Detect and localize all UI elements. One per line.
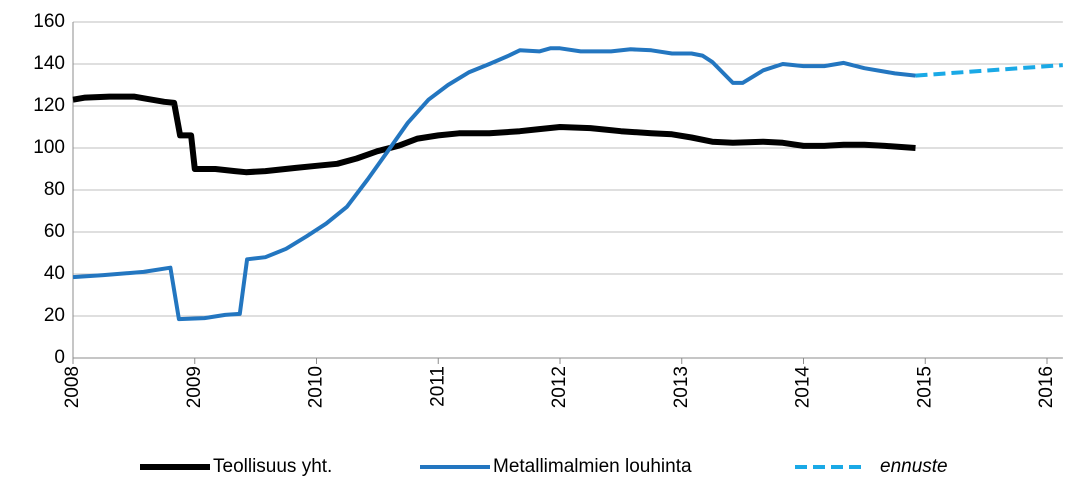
series-line bbox=[72, 46, 916, 322]
legend-label: Teollisuus yht. bbox=[213, 456, 332, 477]
y-tick-label: 80 bbox=[44, 179, 65, 200]
y-tick-label: 100 bbox=[33, 137, 65, 158]
x-tick-label: 2012 bbox=[549, 366, 570, 408]
x-tick-label: 2008 bbox=[62, 366, 83, 408]
x-tick-label: 2010 bbox=[306, 366, 327, 408]
legend-label: ennuste bbox=[880, 456, 948, 477]
x-tick-label: 2013 bbox=[671, 366, 692, 408]
y-tick-label: 60 bbox=[44, 221, 65, 242]
y-tick-label: 0 bbox=[54, 347, 65, 368]
x-tick-label: 2009 bbox=[184, 366, 205, 408]
y-tick-label: 120 bbox=[33, 95, 65, 116]
y-tick-label: 40 bbox=[44, 263, 65, 284]
x-tick-label: 2015 bbox=[914, 366, 935, 408]
series-line bbox=[72, 93, 916, 176]
y-tick-label: 160 bbox=[33, 11, 65, 32]
series-line bbox=[915, 63, 1063, 78]
y-tick-label: 20 bbox=[44, 305, 65, 326]
x-tick-label: 2011 bbox=[427, 366, 448, 407]
legend-label: Metallimalmien louhinta bbox=[493, 456, 692, 477]
x-tick-label: 2016 bbox=[1036, 366, 1057, 408]
y-tick-label: 140 bbox=[33, 53, 65, 74]
x-tick-label: 2014 bbox=[793, 366, 814, 409]
